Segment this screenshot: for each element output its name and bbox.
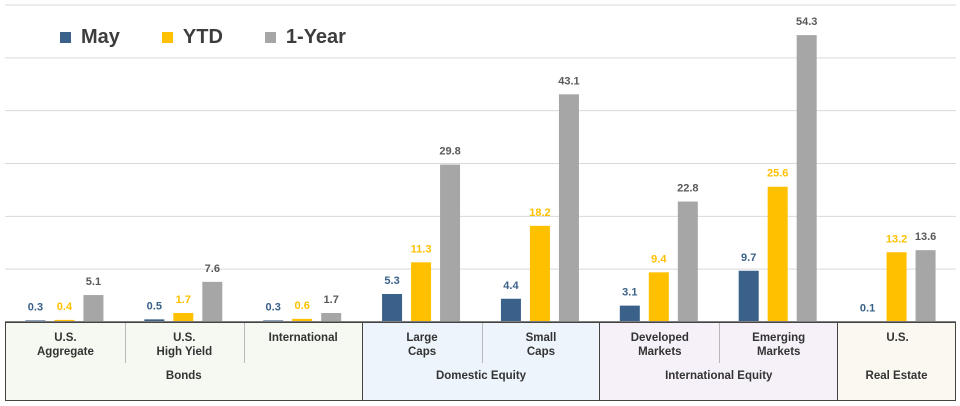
- bar-ytd-7: [767, 186, 788, 322]
- data-label-may-5: 4.4: [503, 280, 519, 292]
- category-group-real-estate: U.S. Real Estate: [837, 322, 956, 401]
- bar-may-5: [500, 298, 521, 322]
- category-label-line: Small: [525, 332, 557, 344]
- subcategory-divider: [719, 323, 721, 363]
- category-label-line: U.S.: [54, 332, 77, 344]
- data-label-may-8: 0.1: [860, 302, 875, 314]
- category-label-line: U.S.: [173, 332, 196, 344]
- category-label-line: U.S.: [886, 332, 909, 344]
- data-label-may-6: 3.1: [622, 287, 637, 299]
- subcategory-divider: [243, 323, 245, 363]
- subcategory-divider: [124, 323, 126, 363]
- data-label-may-7: 9.7: [741, 252, 756, 264]
- bar-1-year-6: [677, 201, 698, 322]
- category-group-international-equity: Developed Markets Emerging Markets Internati…: [599, 322, 839, 401]
- data-label-1-year-2: 7.6: [205, 263, 220, 275]
- data-label-ytd-1: 0.4: [57, 301, 73, 313]
- data-label-ytd-3: 0.6: [295, 300, 310, 312]
- bar-ytd-4: [411, 262, 432, 322]
- data-label-ytd-8: 13.2: [886, 233, 907, 245]
- bar-may-2: [144, 319, 165, 322]
- bar-ytd-2: [173, 313, 194, 322]
- subcategory-divider: [481, 323, 483, 363]
- legend-swatch-may: [60, 32, 71, 43]
- group-label: Real Estate: [865, 370, 928, 382]
- bar-1-year-3: [321, 313, 342, 322]
- bar-1-year-2: [202, 281, 223, 322]
- data-label-ytd-7: 25.6: [767, 168, 788, 180]
- bar-ytd-8: [886, 252, 907, 322]
- legend-item-may: May: [60, 26, 120, 49]
- category-label-line: Caps: [408, 346, 437, 358]
- bar-1-year-7: [796, 35, 817, 322]
- bar-1-year-4: [440, 164, 461, 322]
- category-group-bonds: U.S. Aggregate U.S. High Yield International…: [5, 322, 363, 401]
- bar-ytd-5: [529, 225, 550, 322]
- category-label-line: Developed: [630, 332, 689, 344]
- category-label-line: Large: [406, 332, 438, 344]
- data-label-1-year-7: 54.3: [796, 16, 817, 28]
- bar-1-year-8: [915, 250, 936, 322]
- bar-may-4: [382, 293, 403, 322]
- bar-ytd-6: [648, 272, 669, 322]
- data-label-ytd-6: 9.4: [651, 253, 667, 265]
- category-label-line: High Yield: [156, 346, 213, 358]
- data-label-1-year-1: 5.1: [86, 276, 101, 288]
- category-label: U.S. High Yield: [125, 323, 244, 363]
- category-group-table: U.S. Aggregate U.S. High Yield International…: [5, 322, 956, 402]
- data-label-1-year-4: 29.8: [439, 146, 460, 158]
- legend-item-ytd: YTD: [161, 26, 223, 49]
- category-label: U.S. Aggregate: [6, 323, 125, 363]
- data-label-ytd-4: 11.3: [411, 243, 432, 255]
- data-label-1-year-6: 22.8: [677, 183, 698, 195]
- category-label: Large Caps: [363, 323, 482, 363]
- legend-label-may: May: [81, 26, 120, 48]
- category-label: Small Caps: [482, 323, 601, 363]
- category-label-line: International: [268, 332, 338, 344]
- group-label: Bonds: [165, 370, 202, 382]
- category-group-domestic-equity: Large Caps Small Caps Domestic Equity: [361, 322, 601, 401]
- chart-plot: 0.3 0.4 5.1 0.5 1.7 7.6 0.3 0.6 1.7 5.3 11.3 29.8 4.…: [5, 4, 956, 322]
- category-label: Developed Markets: [600, 323, 719, 363]
- legend-swatch-ytd: [161, 32, 173, 43]
- legend-label-1-year: 1-Year: [285, 26, 346, 48]
- category-label-line: Markets: [638, 346, 682, 358]
- group-label: International Equity: [665, 370, 773, 382]
- group-label: Domestic Equity: [435, 370, 527, 382]
- category-label-line: Markets: [756, 346, 801, 358]
- bar-ytd-1: [54, 319, 75, 322]
- data-label-1-year-3: 1.7: [324, 294, 339, 306]
- bar-1-year-1: [83, 295, 104, 322]
- category-label: U.S.: [838, 323, 957, 363]
- data-label-may-4: 5.3: [384, 275, 399, 287]
- category-label-line: Caps: [526, 346, 555, 358]
- category-label: International: [244, 323, 363, 363]
- data-label-may-1: 0.3: [28, 301, 43, 313]
- category-label: Emerging Markets: [719, 323, 838, 363]
- data-label-ytd-5: 18.2: [529, 207, 550, 219]
- bar-may-7: [738, 270, 759, 322]
- legend-swatch-1-year: [264, 32, 276, 43]
- legend-label-ytd: YTD: [182, 26, 223, 48]
- bar-ytd-3: [292, 318, 313, 322]
- category-label-line: Aggregate: [37, 346, 94, 358]
- bar-1-year-5: [558, 94, 579, 322]
- category-label-line: Emerging: [752, 332, 806, 344]
- data-label-may-2: 0.5: [147, 300, 162, 312]
- data-label-1-year-8: 13.6: [915, 231, 936, 243]
- data-label-ytd-2: 1.7: [176, 294, 191, 306]
- bar-may-6: [619, 305, 640, 322]
- data-label-may-3: 0.3: [266, 301, 281, 313]
- legend-item-1-year: 1-Year: [264, 26, 346, 49]
- chart-legend: May YTD 1-Year: [60, 26, 388, 49]
- data-label-1-year-5: 43.1: [558, 75, 579, 87]
